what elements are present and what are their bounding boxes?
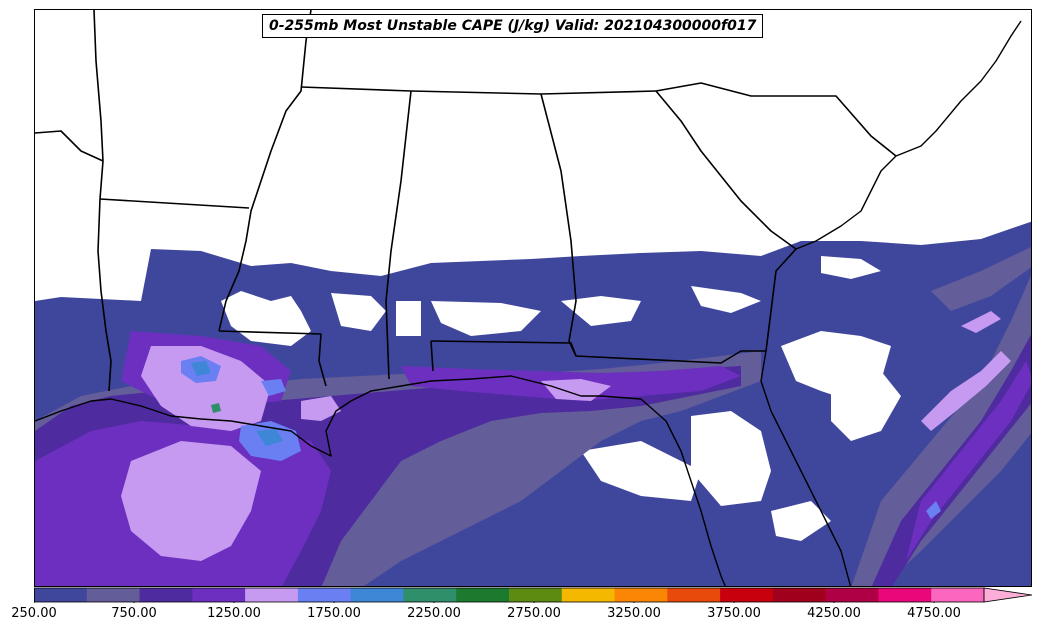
- colorbar-segment: [139, 588, 193, 602]
- colorbar-segment: [667, 588, 721, 602]
- map-title: 0-255mb Most Unstable CAPE (J/kg) Valid:…: [262, 14, 764, 38]
- state-boundaries: [35, 10, 897, 392]
- colorbar-tick-label: 3250.00: [607, 606, 661, 621]
- colorbar-extend-arrow: [983, 587, 1033, 603]
- colorbar: [34, 587, 1033, 603]
- colorbar-segment: [772, 588, 827, 602]
- colorbar-tick-label: 2250.00: [407, 606, 461, 621]
- colorbar-tick-label: 4750.00: [907, 606, 961, 621]
- colorbar-segment: [245, 588, 299, 602]
- colorbar-segment: [86, 588, 141, 602]
- colorbar-tick-label: 3750.00: [707, 606, 761, 621]
- colorbar-tick-label: 1250.00: [207, 606, 261, 621]
- cape-contour-1250: [121, 311, 1011, 561]
- cape-map: [35, 10, 1031, 586]
- cape-contour-2000: [211, 403, 221, 413]
- colorbar-tick-label: 250.00: [11, 606, 57, 621]
- colorbar-segment: [720, 588, 774, 602]
- cape-contour-1750: [191, 361, 283, 446]
- colorbar-tick-label: 2750.00: [507, 606, 561, 621]
- colorbar-segment: [456, 588, 510, 602]
- colorbar-segment: [509, 588, 563, 602]
- colorbar-segment: [878, 588, 932, 602]
- colorbar-tick-label: 4250.00: [807, 606, 861, 621]
- colorbar-tick-label: 1750.00: [307, 606, 361, 621]
- map-panel: [34, 9, 1032, 587]
- colorbar-segment: [34, 588, 88, 602]
- colorbar-segment: [931, 588, 985, 602]
- colorbar-outline: [34, 587, 985, 603]
- cape-gap-region: [221, 256, 901, 541]
- colorbar-segment: [614, 588, 668, 602]
- colorbar-segment: [350, 588, 404, 602]
- coastlines: [35, 20, 1022, 586]
- colorbar-segment: [403, 588, 457, 602]
- colorbar-segment: [297, 588, 352, 602]
- colorbar-segment: [825, 588, 879, 602]
- colorbar-segment: [192, 588, 246, 602]
- colorbar-tick-label: 750.00: [111, 606, 157, 621]
- cape-contour-1000: [35, 331, 1031, 586]
- colorbar-segment: [561, 588, 616, 602]
